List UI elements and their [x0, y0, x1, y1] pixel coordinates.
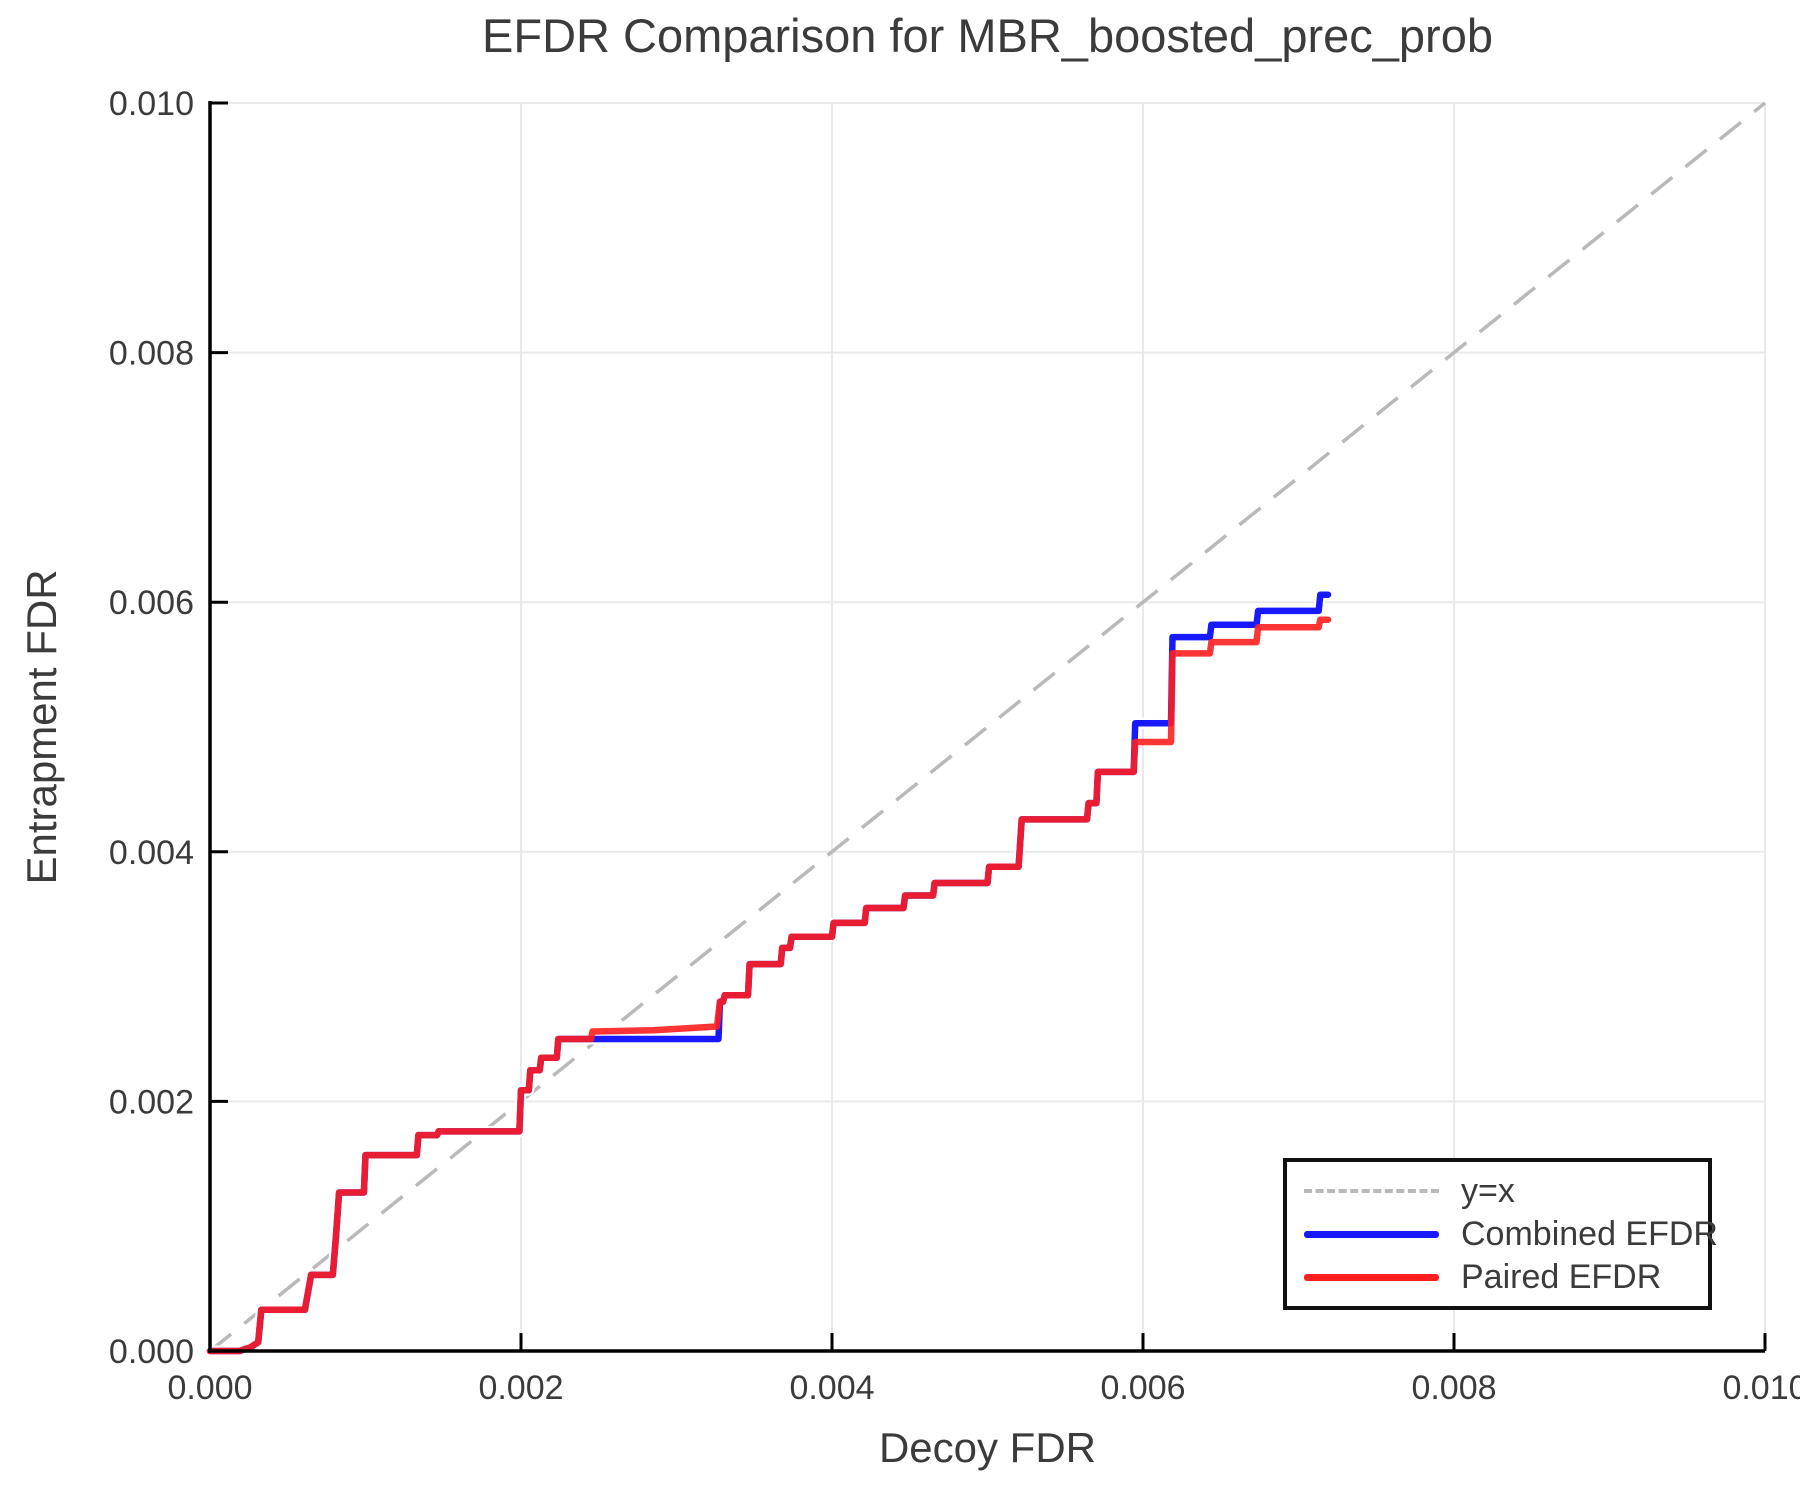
x-tick-label: 0.008	[1411, 1369, 1496, 1407]
y-tick-label: 0.002	[109, 1083, 194, 1121]
legend-label-yx: y=x	[1461, 1172, 1515, 1210]
y-tick-label: 0.010	[109, 85, 194, 123]
y-tick-label: 0.006	[109, 584, 194, 622]
legend-item-yx: y=x	[1304, 1172, 1708, 1210]
y-tick-label: 0.000	[109, 1333, 194, 1371]
chart-title: EFDR Comparison for MBR_boosted_prec_pro…	[482, 9, 1493, 62]
x-axis-title: Decoy FDR	[878, 1424, 1097, 1471]
x-tick-label: 0.006	[1100, 1369, 1185, 1407]
x-tick-label: 0.004	[789, 1369, 874, 1407]
legend-label-paired: Paired EFDR	[1461, 1258, 1662, 1296]
y-tick-label: 0.004	[109, 834, 194, 872]
legend-item-paired: Paired EFDR	[1304, 1258, 1708, 1296]
combined-efdr-line-swatch	[1304, 1230, 1439, 1238]
y-tick-label: 0.008	[109, 335, 194, 373]
x-tick-label: 0.002	[478, 1369, 563, 1407]
legend-item-combined: Combined EFDR	[1304, 1215, 1718, 1253]
x-tick-label: 0.000	[167, 1369, 252, 1407]
legend: y=x Combined EFDR Paired EFDR	[1283, 1158, 1718, 1310]
legend-label-combined: Combined EFDR	[1461, 1215, 1718, 1253]
dashed-reference-line-swatch	[1304, 1189, 1439, 1193]
paired-efdr-line-swatch	[1304, 1273, 1439, 1281]
x-tick-label: 0.010	[1722, 1369, 1800, 1407]
